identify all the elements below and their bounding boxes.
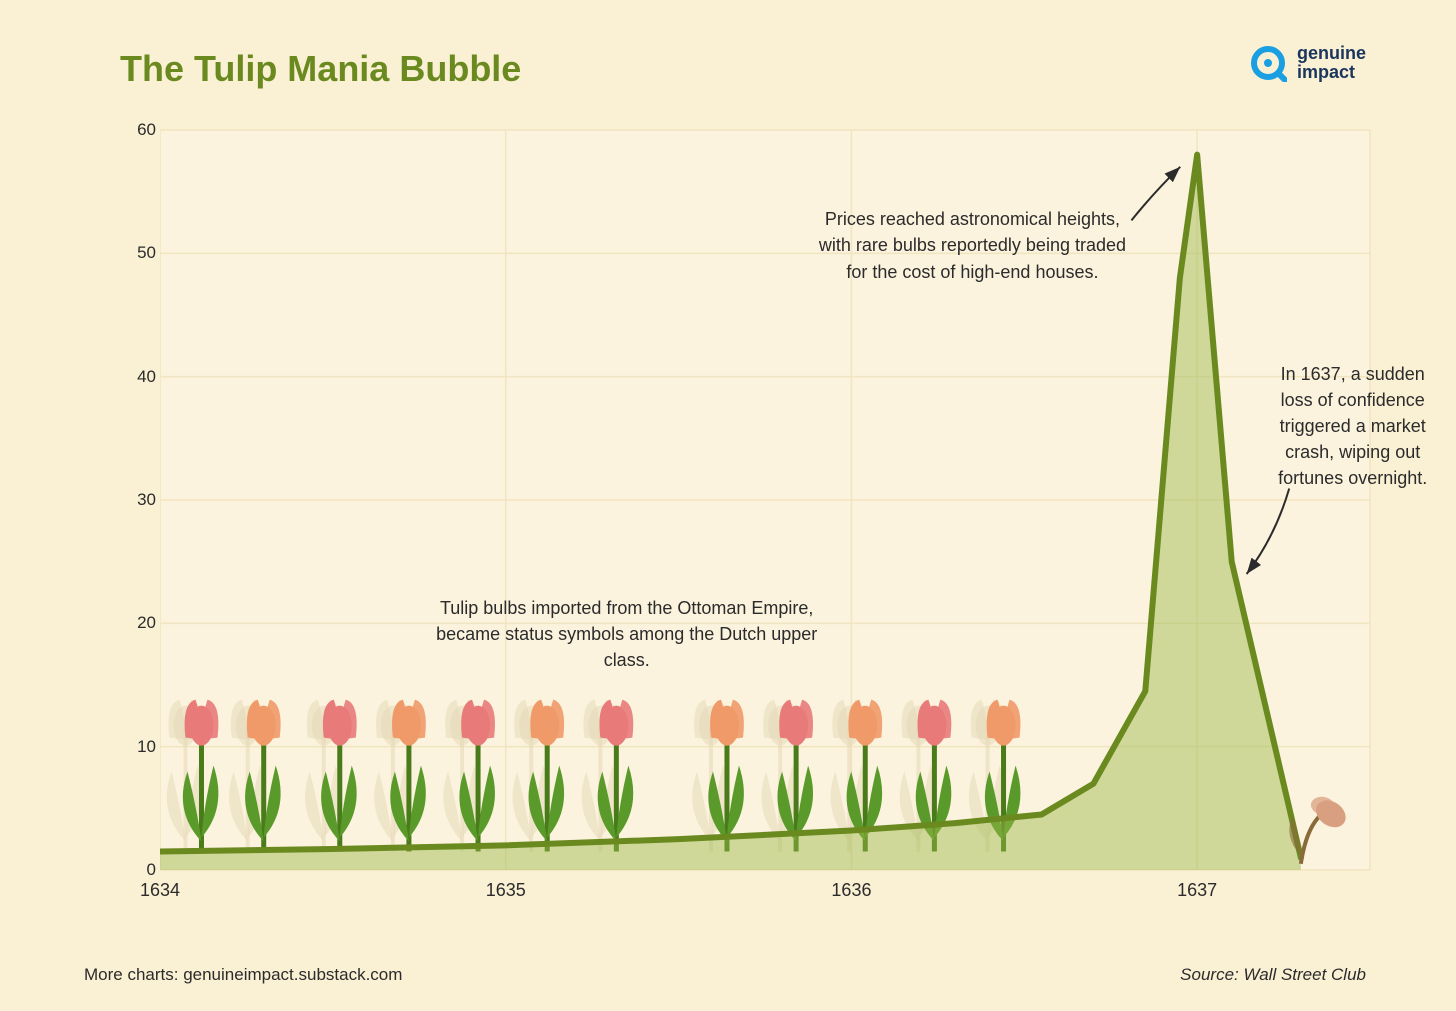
annotation-a3: In 1637, a sudden loss of confidence tri… — [1265, 361, 1440, 491]
footer-attribution: More charts: genuineimpact.substack.com — [84, 965, 402, 985]
x-tick-label: 1635 — [486, 880, 526, 901]
y-tick-label: 10 — [128, 737, 156, 757]
x-tick-label: 1634 — [140, 880, 180, 901]
brand-icon — [1249, 44, 1287, 82]
footer-source: Source: Wall Street Club — [1180, 965, 1366, 985]
y-tick-label: 0 — [128, 860, 156, 880]
x-tick-label: 1637 — [1177, 880, 1217, 901]
y-tick-label: 40 — [128, 367, 156, 387]
y-tick-label: 30 — [128, 490, 156, 510]
annotation-a1: Tulip bulbs imported from the Ottoman Em… — [417, 595, 837, 673]
y-tick-label: 20 — [128, 613, 156, 633]
chart-plot — [160, 120, 1390, 920]
brand-logo: genuine impact — [1249, 44, 1366, 82]
y-tick-label: 50 — [128, 243, 156, 263]
annotation-a2: Prices reached astronomical heights, wit… — [807, 206, 1137, 284]
brand-text: genuine impact — [1297, 44, 1366, 82]
x-tick-label: 1636 — [831, 880, 871, 901]
chart-title: The Tulip Mania Bubble — [120, 48, 521, 90]
y-tick-label: 60 — [128, 120, 156, 140]
brand-line1: genuine — [1297, 44, 1366, 63]
infographic-container: The Tulip Mania Bubble genuine impact Tu… — [0, 0, 1456, 1011]
brand-line2: impact — [1297, 63, 1366, 82]
